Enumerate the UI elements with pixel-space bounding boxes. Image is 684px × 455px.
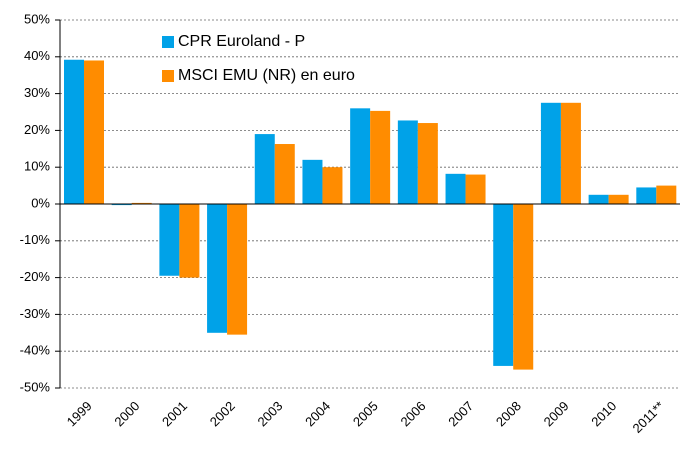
legend-label: MSCI EMU (NR) en euro — [178, 67, 355, 84]
bar — [493, 204, 514, 366]
y-tick-label: 50% — [24, 11, 50, 26]
bar — [445, 173, 466, 204]
legend-swatch — [162, 36, 174, 48]
x-tick-label: 2010 — [588, 398, 619, 429]
y-tick-label: -20% — [20, 269, 51, 284]
bar — [64, 59, 84, 204]
x-tick-label: 2005 — [350, 398, 381, 429]
x-tick-label: 2004 — [302, 398, 333, 429]
bar — [227, 204, 248, 335]
x-tick-label: 2011** — [630, 398, 668, 436]
x-tick-label: 2009 — [541, 398, 572, 429]
bar — [397, 120, 418, 204]
bar — [560, 102, 581, 204]
bar — [179, 204, 200, 278]
x-tick-label: 2008 — [493, 398, 524, 429]
bar — [274, 144, 295, 204]
x-tick-label: 2001 — [159, 398, 190, 429]
bar — [350, 108, 371, 204]
y-tick-label: 10% — [24, 159, 50, 174]
bar — [540, 102, 561, 204]
legend-swatch — [162, 70, 174, 82]
bar — [636, 187, 657, 204]
bar — [207, 204, 228, 333]
y-tick-label: 0% — [31, 195, 50, 210]
x-tick-label: 2002 — [207, 398, 238, 429]
bar — [465, 174, 486, 204]
bar — [417, 123, 438, 204]
bar — [111, 204, 132, 206]
y-tick-label: 40% — [24, 48, 50, 63]
y-tick-label: 20% — [24, 122, 50, 137]
x-tick-label: 1999 — [64, 398, 95, 429]
legend-label: CPR Euroland - P — [178, 33, 305, 50]
bar — [254, 134, 275, 204]
bar — [131, 202, 152, 204]
y-tick-label: -40% — [20, 343, 51, 358]
bar — [608, 194, 629, 204]
bar — [656, 185, 677, 204]
x-tick-label: 2003 — [254, 398, 285, 429]
bar — [322, 167, 343, 204]
bar — [84, 60, 104, 205]
y-tick-label: 30% — [24, 85, 50, 100]
x-tick-label: 2006 — [398, 398, 429, 429]
x-tick-label: 2007 — [445, 398, 476, 429]
y-tick-label: -50% — [20, 379, 51, 394]
bar — [302, 159, 323, 204]
bar — [513, 204, 534, 370]
bar — [588, 194, 609, 204]
x-tick-label: 2000 — [111, 398, 142, 429]
bar — [370, 110, 391, 204]
y-tick-label: -10% — [20, 232, 51, 247]
y-tick-label: -30% — [20, 306, 51, 321]
bar — [159, 204, 180, 276]
